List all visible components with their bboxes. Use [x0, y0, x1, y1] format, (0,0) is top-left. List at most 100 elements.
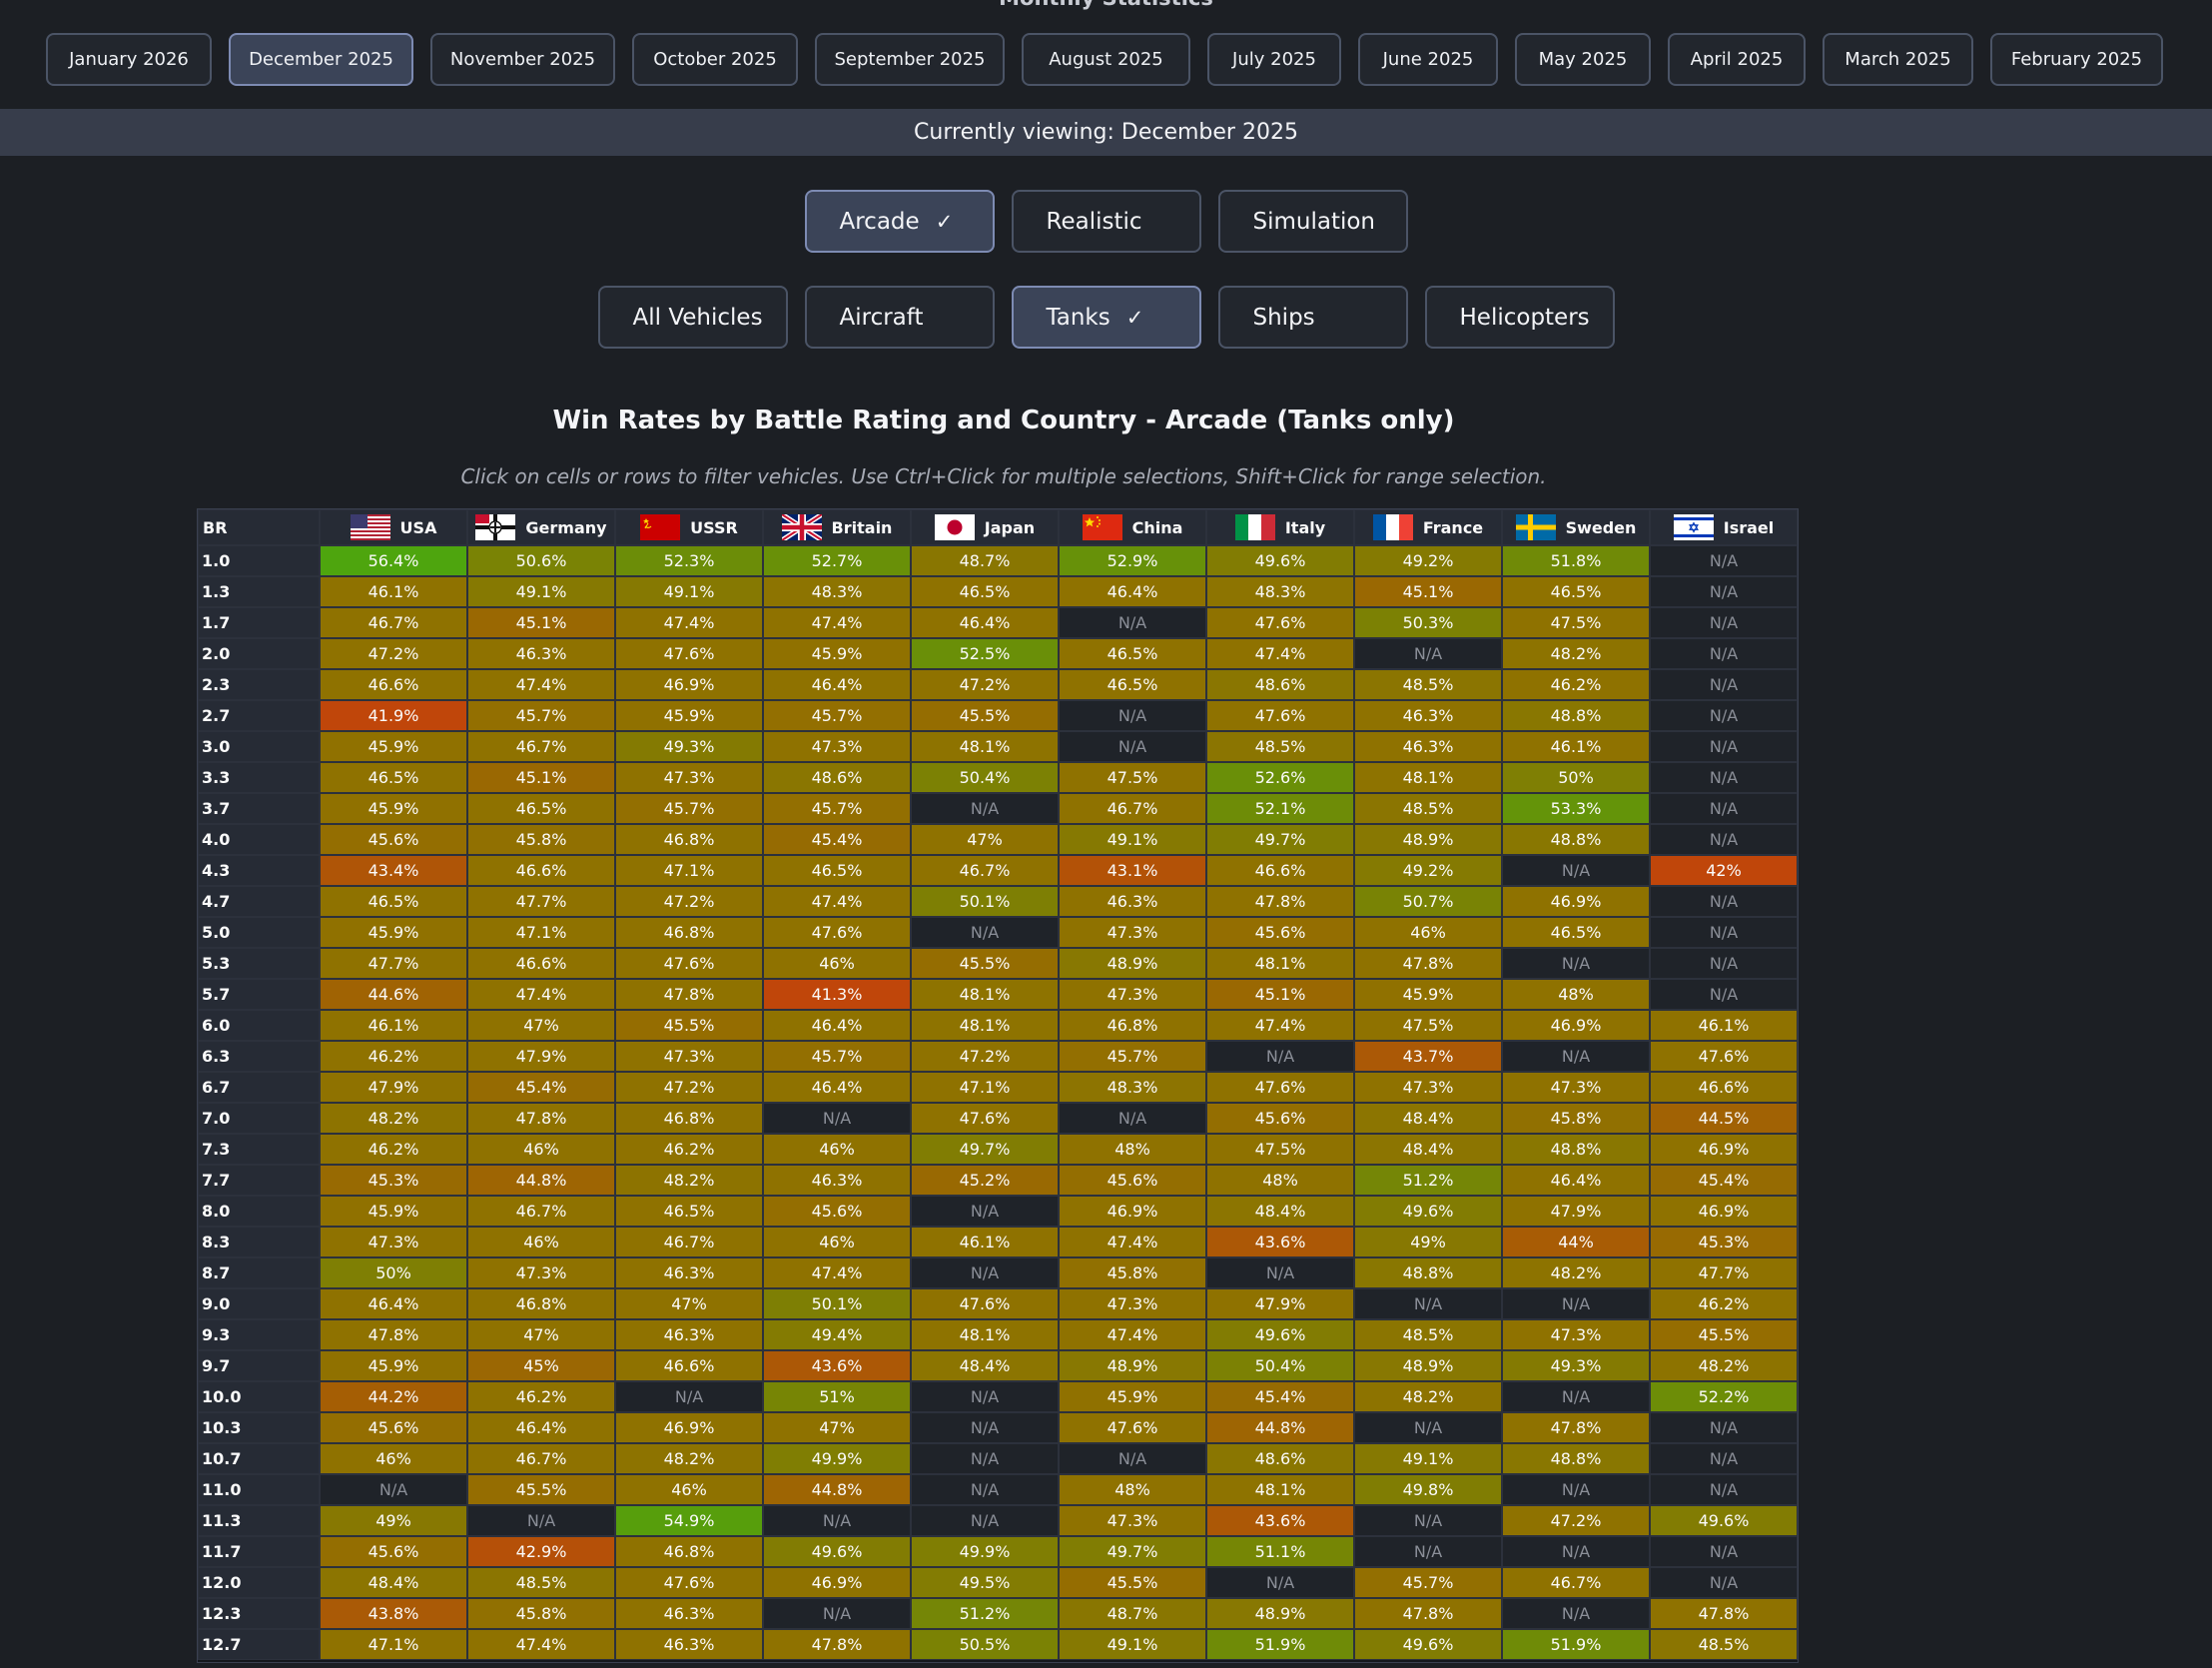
heatmap-cell[interactable]: 45.6%: [320, 824, 467, 855]
heatmap-cell[interactable]: 46.7%: [1502, 1567, 1650, 1598]
heatmap-cell[interactable]: 44.2%: [320, 1381, 467, 1412]
heatmap-cell[interactable]: N/A: [763, 1598, 911, 1629]
heatmap-row[interactable]: 12.0 48.4% 48.5% 47.6% 46.9% 49.5% 45.5% N/A 45.…: [198, 1567, 1798, 1598]
heatmap-row[interactable]: 5.0 45.9% 47.1% 46.8% 47.6% N/A 47.3% 45.6% 46% 4…: [198, 917, 1798, 948]
heatmap-cell[interactable]: 49.2%: [1354, 545, 1502, 576]
heatmap-cell[interactable]: 44.8%: [1206, 1412, 1354, 1443]
heatmap-cell[interactable]: 46%: [320, 1443, 467, 1474]
heatmap-cell[interactable]: 49.2%: [1354, 855, 1502, 886]
br-label[interactable]: 12.3: [198, 1598, 320, 1629]
heatmap-cell[interactable]: 51%: [763, 1381, 911, 1412]
heatmap-cell[interactable]: 46.2%: [1502, 669, 1650, 700]
heatmap-cell[interactable]: 45.3%: [1650, 1227, 1798, 1257]
heatmap-cell[interactable]: 50.4%: [1206, 1350, 1354, 1381]
heatmap-cell[interactable]: 46.3%: [615, 1629, 763, 1660]
heatmap-cell[interactable]: 45.9%: [320, 1350, 467, 1381]
heatmap-cell[interactable]: 46.5%: [467, 793, 615, 824]
heatmap-cell[interactable]: 47.4%: [615, 607, 763, 638]
heatmap-cell[interactable]: 46.3%: [467, 638, 615, 669]
heatmap-cell[interactable]: 46.5%: [320, 762, 467, 793]
heatmap-row[interactable]: 2.7 41.9% 45.7% 45.9% 45.7% 45.5% N/A 47.6% 46.3…: [198, 700, 1798, 731]
heatmap-cell[interactable]: 46.3%: [763, 1165, 911, 1196]
heatmap-cell[interactable]: 48.1%: [1354, 762, 1502, 793]
heatmap-row[interactable]: 12.3 43.8% 45.8% 46.3% N/A 51.2% 48.7% 48.9% 47.…: [198, 1598, 1798, 1629]
heatmap-cell[interactable]: 46.9%: [763, 1567, 911, 1598]
heatmap-cell[interactable]: N/A: [1354, 1505, 1502, 1536]
heatmap-cell[interactable]: 51.8%: [1502, 545, 1650, 576]
heatmap-cell[interactable]: N/A: [1502, 1041, 1650, 1072]
heatmap-cell[interactable]: 48.5%: [467, 1567, 615, 1598]
heatmap-cell[interactable]: 46.5%: [1059, 638, 1206, 669]
heatmap-cell[interactable]: 46%: [1354, 917, 1502, 948]
heatmap-row[interactable]: 10.7 46% 46.7% 48.2% 49.9% N/A N/A 48.6% 49.1% 48…: [198, 1443, 1798, 1474]
heatmap-cell[interactable]: 47.5%: [1206, 1134, 1354, 1165]
heatmap-cell[interactable]: 46.9%: [615, 669, 763, 700]
heatmap-cell[interactable]: 49.6%: [1206, 1319, 1354, 1350]
vehicle-type-button-helicopters[interactable]: Helicopters: [1424, 286, 1615, 349]
heatmap-cell[interactable]: 47.3%: [615, 1041, 763, 1072]
heatmap-cell[interactable]: 49.3%: [1502, 1350, 1650, 1381]
heatmap-cell[interactable]: N/A: [1059, 731, 1206, 762]
heatmap-cell[interactable]: 46.7%: [320, 607, 467, 638]
heatmap-cell[interactable]: 46.5%: [763, 855, 911, 886]
heatmap-cell[interactable]: 48.5%: [1354, 1319, 1502, 1350]
heatmap-cell[interactable]: 46%: [615, 1474, 763, 1505]
heatmap-cell[interactable]: 47.7%: [467, 886, 615, 917]
heatmap-cell[interactable]: 48.9%: [1354, 824, 1502, 855]
heatmap-cell[interactable]: 49.3%: [615, 731, 763, 762]
vehicle-type-button-all-vehicles[interactable]: All Vehicles: [597, 286, 788, 349]
heatmap-cell[interactable]: 45.7%: [763, 700, 911, 731]
heatmap-cell[interactable]: 46%: [763, 1227, 911, 1257]
heatmap-cell[interactable]: 48.7%: [911, 545, 1059, 576]
heatmap-row[interactable]: 9.0 46.4% 46.8% 47% 50.1% 47.6% 47.3% 47.9% N/A N…: [198, 1288, 1798, 1319]
heatmap-cell[interactable]: 46.6%: [467, 948, 615, 979]
heatmap-cell[interactable]: 49.1%: [467, 576, 615, 607]
heatmap-cell[interactable]: 46.7%: [467, 731, 615, 762]
heatmap-cell[interactable]: 49.6%: [1354, 1196, 1502, 1227]
heatmap-cell[interactable]: 51.2%: [1354, 1165, 1502, 1196]
heatmap-cell[interactable]: 47.1%: [467, 917, 615, 948]
heatmap-cell[interactable]: 47.9%: [1502, 1196, 1650, 1227]
heatmap-cell[interactable]: 49.7%: [1059, 1536, 1206, 1567]
heatmap-cell[interactable]: 46.6%: [1650, 1072, 1798, 1103]
heatmap-cell[interactable]: 46.4%: [763, 1072, 911, 1103]
heatmap-cell[interactable]: 47.4%: [763, 607, 911, 638]
heatmap-cell[interactable]: 47.6%: [1059, 1412, 1206, 1443]
heatmap-cell[interactable]: 47.7%: [1650, 1257, 1798, 1288]
heatmap-cell[interactable]: 41.9%: [320, 700, 467, 731]
vehicle-type-button-ships[interactable]: Ships: [1217, 286, 1408, 349]
heatmap-cell[interactable]: 46.1%: [320, 1010, 467, 1041]
heatmap-cell[interactable]: N/A: [763, 1505, 911, 1536]
month-button-may-2025[interactable]: May 2025: [1515, 33, 1651, 86]
heatmap-cell[interactable]: N/A: [1059, 1443, 1206, 1474]
heatmap-cell[interactable]: 46.5%: [1502, 576, 1650, 607]
heatmap-cell[interactable]: 48.1%: [911, 1010, 1059, 1041]
heatmap-cell[interactable]: 47.8%: [320, 1319, 467, 1350]
heatmap-cell[interactable]: 46.9%: [1650, 1196, 1798, 1227]
heatmap-cell[interactable]: 44.8%: [467, 1165, 615, 1196]
heatmap-cell[interactable]: 48.9%: [1059, 948, 1206, 979]
country-header-usa[interactable]: USA: [320, 509, 467, 545]
heatmap-cell[interactable]: 47.1%: [911, 1072, 1059, 1103]
heatmap-cell[interactable]: 48.6%: [1206, 669, 1354, 700]
heatmap-cell[interactable]: 45.5%: [467, 1474, 615, 1505]
country-header-germany[interactable]: Germany: [467, 509, 615, 545]
month-button-august-2025[interactable]: August 2025: [1022, 33, 1190, 86]
heatmap-cell[interactable]: N/A: [1650, 1536, 1798, 1567]
br-label[interactable]: 6.3: [198, 1041, 320, 1072]
heatmap-cell[interactable]: 48%: [1502, 979, 1650, 1010]
heatmap-cell[interactable]: 48.6%: [763, 762, 911, 793]
heatmap-cell[interactable]: N/A: [1650, 1567, 1798, 1598]
heatmap-cell[interactable]: 48.9%: [1354, 1350, 1502, 1381]
heatmap-cell[interactable]: 43.4%: [320, 855, 467, 886]
heatmap-cell[interactable]: 46.2%: [320, 1134, 467, 1165]
heatmap-cell[interactable]: 48.8%: [1502, 824, 1650, 855]
heatmap-cell[interactable]: 48.2%: [615, 1165, 763, 1196]
heatmap-cell[interactable]: 47.5%: [1502, 607, 1650, 638]
heatmap-cell[interactable]: 46%: [763, 948, 911, 979]
heatmap-cell[interactable]: 47.3%: [1059, 979, 1206, 1010]
heatmap-cell[interactable]: 48.4%: [911, 1350, 1059, 1381]
heatmap-cell[interactable]: N/A: [1206, 1041, 1354, 1072]
heatmap-cell[interactable]: 48.4%: [1206, 1196, 1354, 1227]
heatmap-cell[interactable]: 46.7%: [467, 1196, 615, 1227]
